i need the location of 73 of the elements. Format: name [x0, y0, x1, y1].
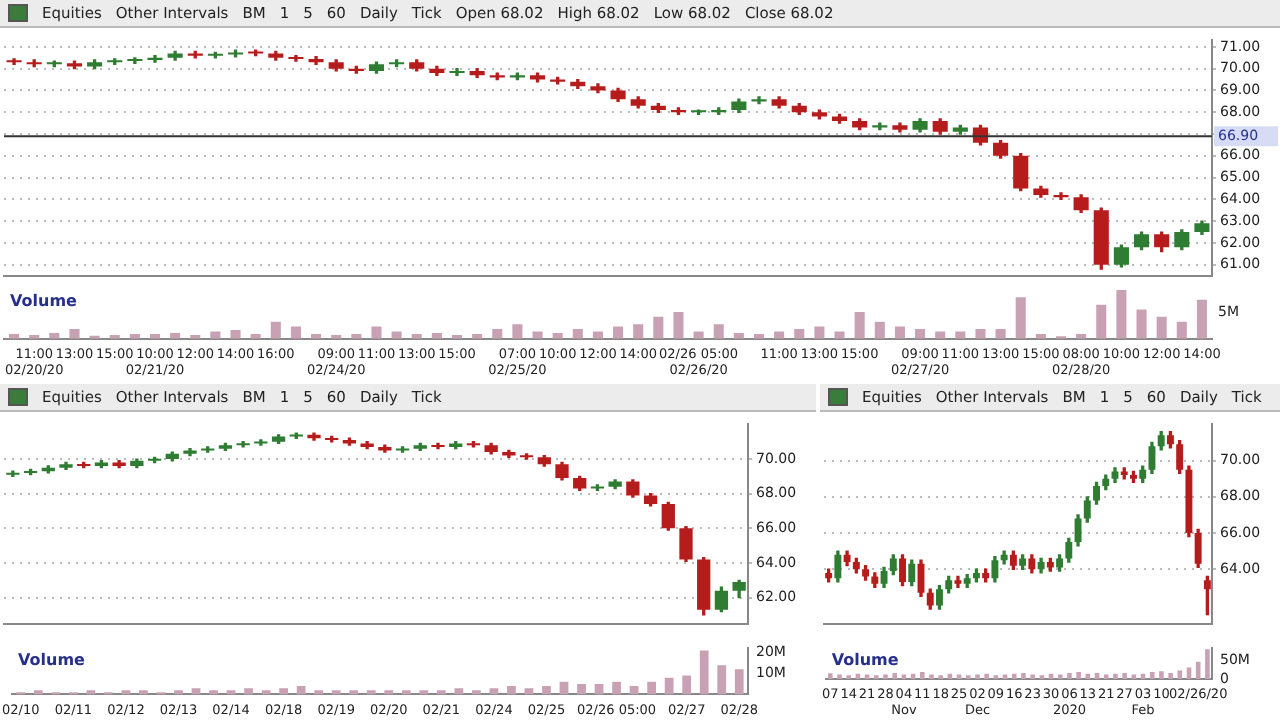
bar: [592, 331, 603, 339]
bar: [1011, 673, 1017, 679]
candlestick: [751, 96, 767, 105]
bar: [854, 311, 865, 339]
bar: [542, 686, 551, 695]
bar: [1067, 672, 1072, 679]
bar: [699, 650, 709, 695]
bar: [995, 329, 1006, 339]
bar: [984, 673, 989, 679]
candlestick: [6, 58, 22, 66]
bar: [230, 330, 241, 339]
bar: [612, 681, 621, 695]
candlestick: [1053, 192, 1069, 201]
candlestick: [449, 68, 465, 76]
bar: [572, 329, 583, 339]
bar: [1149, 672, 1155, 679]
bar: [1176, 321, 1187, 339]
bar: [371, 326, 382, 339]
y-axis-title: Volume: [10, 292, 79, 311]
bar: [507, 686, 516, 695]
bar: [713, 324, 724, 339]
bar: [874, 321, 885, 339]
bar: [210, 331, 221, 339]
bar: [1156, 316, 1167, 339]
bar: [633, 324, 644, 339]
candlestick: [127, 57, 143, 64]
bar: [69, 329, 80, 339]
bar: [955, 331, 966, 339]
candlestick: [254, 439, 268, 446]
bar: [1136, 309, 1147, 339]
bar: [1159, 671, 1164, 679]
bar: [512, 324, 523, 339]
bar: [673, 311, 684, 339]
bar: [717, 665, 727, 695]
bar: [244, 688, 253, 695]
bar: [915, 329, 926, 339]
bar: [391, 331, 402, 339]
bar: [1168, 672, 1173, 679]
bar: [919, 672, 925, 679]
bar: [734, 669, 744, 695]
bar: [492, 329, 503, 339]
bar: [296, 686, 306, 695]
candlestick: [288, 54, 304, 62]
bar: [664, 677, 674, 695]
bar: [1195, 661, 1201, 679]
bar: [975, 329, 986, 339]
bar: [577, 683, 586, 695]
bar: [1196, 299, 1207, 339]
bar: [1113, 673, 1118, 679]
y-axis-title: Volume: [18, 650, 87, 669]
candlestick: [147, 54, 163, 63]
y-axis-title: Volume: [831, 650, 900, 669]
bar: [1021, 672, 1026, 679]
bar: [279, 688, 289, 695]
bar: [1116, 290, 1127, 339]
bar: [834, 331, 845, 339]
bar: [1076, 672, 1081, 679]
bar: [532, 331, 543, 339]
bar: [1122, 672, 1127, 679]
bar: [935, 331, 946, 339]
bar: [794, 329, 805, 339]
bar: [270, 321, 281, 339]
bar: [693, 331, 704, 339]
bar: [892, 672, 897, 679]
bar: [682, 675, 692, 695]
bar: [828, 673, 833, 679]
candlestick: [236, 441, 250, 448]
bar: [1015, 297, 1026, 339]
bar: [454, 688, 464, 695]
bar: [653, 316, 664, 339]
bar: [1096, 304, 1107, 339]
bar: [647, 681, 656, 695]
bar: [774, 331, 785, 339]
